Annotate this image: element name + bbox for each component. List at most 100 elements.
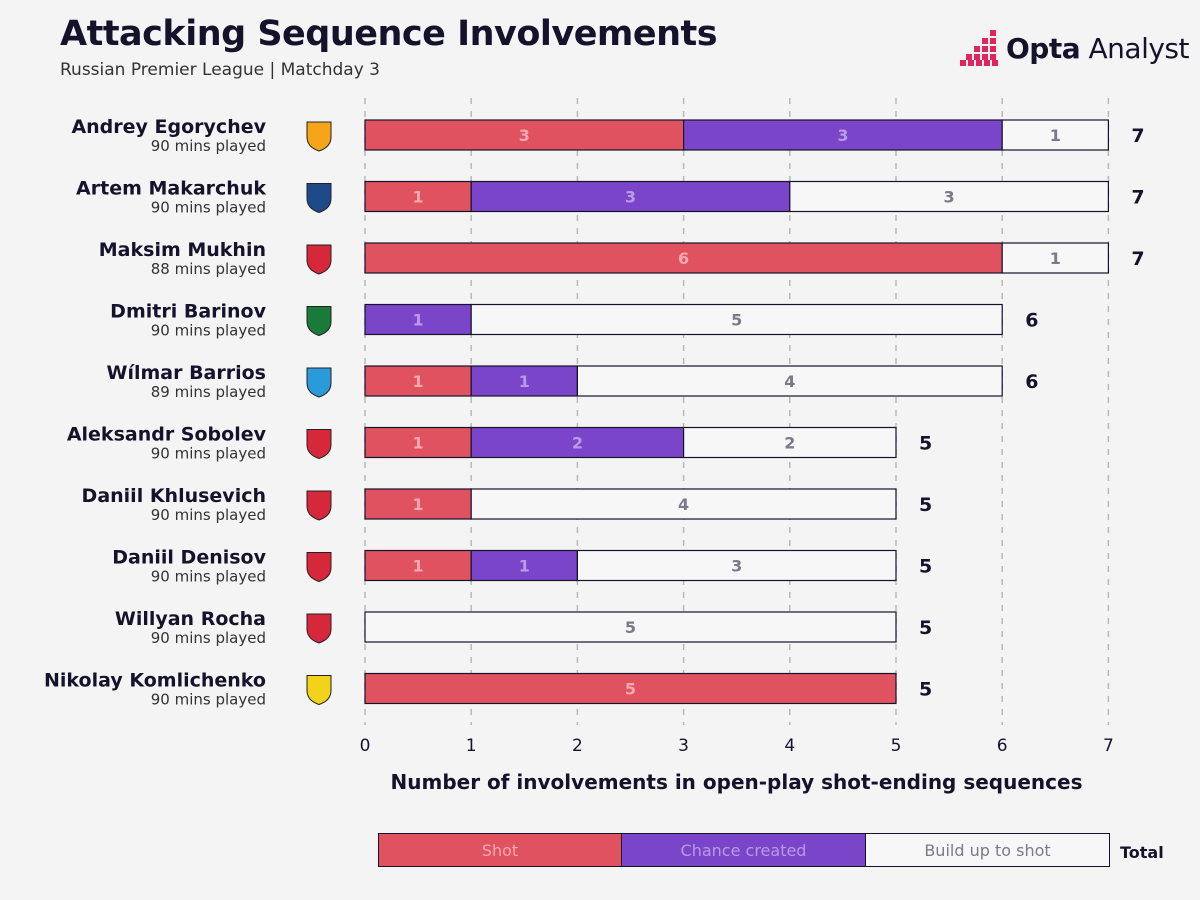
krylia-sovetov-badge-icon: [306, 121, 332, 152]
x-tick-label: 5: [891, 736, 902, 756]
bar-build-up: [1001, 242, 1110, 274]
x-tick-label: 7: [1103, 736, 1114, 756]
x-tick-label: 6: [997, 736, 1008, 756]
spartak-moscow-badge-icon: [306, 552, 332, 583]
bar-total-label: 6: [1025, 371, 1038, 393]
x-axis-label: Number of involvements in open-play shot…: [390, 770, 1083, 794]
bar-total-label: 5: [919, 433, 932, 455]
bar-shot: [364, 180, 472, 213]
x-tick-label: 3: [678, 736, 689, 756]
bar-value-label: 1: [413, 495, 424, 514]
bar-total-label: 7: [1131, 125, 1144, 147]
bar-total-label: 5: [919, 679, 932, 701]
bar-value-label: 1: [1050, 249, 1061, 268]
bar-shot: [364, 549, 472, 582]
sochi-badge-icon: [306, 183, 332, 214]
bar-value-label: 1: [519, 557, 530, 576]
bar-build-up: [1001, 119, 1110, 151]
player-name: Artem Makarchuk: [76, 178, 266, 200]
x-tick-label: 2: [572, 736, 583, 756]
bar-build-up: [470, 303, 1003, 336]
bar-value-label: 3: [625, 188, 636, 207]
legend-shot: Shot: [378, 833, 622, 867]
cska-moscow-badge-icon: [306, 244, 332, 275]
player-minutes: 90 mins played: [151, 199, 266, 217]
legend-chance-created: Chance created: [622, 833, 866, 867]
bar-value-label: 1: [519, 372, 530, 391]
bar-value-label: 4: [784, 372, 795, 391]
bar-build-up: [470, 488, 897, 520]
player-minutes: 90 mins played: [151, 445, 266, 463]
bar-chance-created: [682, 119, 1003, 151]
lokomotiv-moscow-badge-icon: [306, 306, 332, 337]
legend-total: Total: [1120, 843, 1164, 862]
bar-shot: [364, 242, 1003, 274]
bar-chance-created: [470, 365, 579, 397]
bar-value-label: 5: [625, 618, 636, 637]
bar-shot: [364, 119, 685, 151]
bar-value-label: 3: [837, 126, 848, 145]
bar-value-label: 1: [413, 372, 424, 391]
player-name: Daniil Khlusevich: [82, 485, 266, 507]
bar-shot: [364, 672, 897, 705]
bar-build-up: [576, 549, 897, 582]
player-minutes: 89 mins played: [151, 383, 266, 401]
cska-moscow-badge-icon: [306, 613, 332, 644]
player-name: Aleksandr Sobolev: [67, 424, 267, 446]
legend: Shot Chance created Build up to shot: [378, 833, 1110, 869]
player-minutes: 90 mins played: [151, 137, 266, 155]
bar-value-label: 6: [678, 249, 689, 268]
bar-value-label: 3: [731, 557, 742, 576]
player-name: Nikolay Komlichenko: [44, 670, 266, 692]
spartak-moscow-badge-icon: [306, 490, 332, 521]
bar-shot: [364, 365, 472, 397]
bar-value-label: 4: [678, 495, 689, 514]
player-minutes: 88 mins played: [151, 260, 266, 278]
zenit-badge-icon: [306, 367, 332, 398]
bar-build-up: [576, 365, 1003, 397]
player-minutes: 90 mins played: [151, 568, 266, 586]
bar-shot: [364, 488, 472, 520]
x-tick-label: 0: [360, 736, 371, 756]
brand-name: Opta Analyst: [1006, 31, 1189, 65]
bar-total-label: 5: [919, 494, 932, 516]
bar-value-label: 1: [413, 311, 424, 330]
player-name: Daniil Denisov: [112, 547, 266, 569]
player-name: Dmitri Barinov: [110, 301, 266, 323]
player-minutes: 90 mins played: [151, 322, 266, 340]
bar-total-label: 5: [919, 556, 932, 578]
bar-total-label: 6: [1025, 310, 1038, 332]
bar-value-label: 3: [519, 126, 530, 145]
player-name: Willyan Rocha: [115, 608, 266, 630]
bar-chance-created: [364, 303, 472, 336]
bar-chance-created: [470, 180, 791, 213]
bar-build-up: [682, 426, 897, 459]
bar-chance-created: [470, 426, 685, 459]
bar-value-label: 3: [944, 188, 955, 207]
opta-logo-icon: [960, 30, 998, 66]
bar-value-label: 5: [625, 680, 636, 699]
player-minutes: 90 mins played: [151, 506, 266, 524]
bar-value-label: 1: [413, 434, 424, 453]
player-name: Wílmar Barrios: [106, 362, 266, 384]
opta-analyst-logo: Opta Analyst: [960, 28, 1189, 68]
x-tick-label: 4: [784, 736, 795, 756]
bar-value-label: 1: [413, 557, 424, 576]
spartak-moscow-badge-icon: [306, 429, 332, 460]
bar-total-label: 7: [1131, 248, 1144, 270]
bar-value-label: 5: [731, 311, 742, 330]
rostov-badge-icon: [306, 675, 332, 706]
bar-build-up: [789, 180, 1109, 213]
player-name: Maksim Mukhin: [99, 239, 266, 261]
chart-title: Attacking Sequence Involvements: [60, 14, 718, 54]
x-tick-label: 1: [466, 736, 477, 756]
bar-value-label: 2: [784, 434, 795, 453]
bar-value-label: 1: [1050, 126, 1061, 145]
bar-total-label: 7: [1131, 187, 1144, 209]
player-minutes: 90 mins played: [151, 691, 266, 709]
bar-build-up: [364, 611, 897, 643]
chart-subtitle: Russian Premier League | Matchday 3: [60, 60, 380, 80]
player-minutes: 90 mins played: [151, 629, 266, 647]
bar-value-label: 1: [413, 188, 424, 207]
